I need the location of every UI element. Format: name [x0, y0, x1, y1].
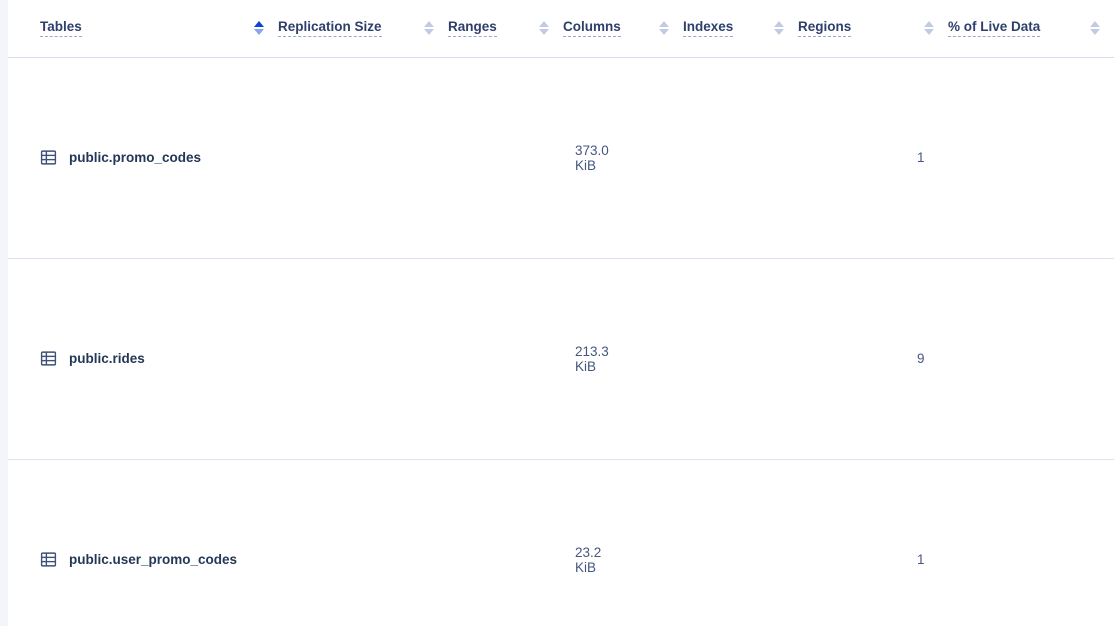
database-tables-table: Tables Replication Size [8, 0, 1114, 626]
caret-down-icon [424, 29, 434, 36]
caret-down-icon [254, 29, 264, 36]
column-header-tables[interactable]: Tables [8, 0, 278, 58]
sort-toggle-regions[interactable] [924, 21, 934, 36]
column-header-indexes-label[interactable]: Indexes [683, 19, 734, 38]
caret-down-icon [774, 29, 784, 36]
cell-live-data: 53.0 % 471.0 B live data / 888.0 B total [948, 459, 1114, 626]
column-header-columns-label[interactable]: Columns [563, 19, 621, 38]
table-name-link[interactable]: public.user_promo_codes [69, 552, 238, 568]
caret-up-icon [924, 21, 934, 28]
column-header-indexes[interactable]: Indexes [683, 0, 798, 58]
cell-table-name: public.promo_codes [8, 57, 278, 259]
column-header-replication-size-label[interactable]: Replication Size [278, 19, 382, 38]
header-row: Tables Replication Size [8, 0, 1114, 58]
caret-down-icon [1090, 29, 1100, 36]
column-header-ranges[interactable]: Ranges [448, 0, 563, 58]
cell-replication-size: 23.2 KiB [278, 459, 601, 626]
cell-ranges: 1 [448, 57, 925, 259]
tables-card: Tables Replication Size [8, 0, 1114, 626]
column-header-columns[interactable]: Columns [563, 0, 683, 58]
sort-toggle-ranges[interactable] [539, 21, 549, 36]
cell-table-name: public.user_promo_codes [8, 459, 278, 626]
column-header-regions-label[interactable]: Regions [798, 19, 852, 38]
sort-toggle-indexes[interactable] [774, 21, 784, 36]
column-header-ranges-label[interactable]: Ranges [448, 19, 497, 38]
column-header-regions[interactable]: Regions [798, 0, 948, 58]
table-name-link[interactable]: public.promo_codes [69, 150, 202, 166]
sort-toggle-live-data[interactable] [1090, 21, 1100, 36]
table-row[interactable]: public.user_promo_codes 23.2 KiB 1 5 1 u… [8, 459, 1114, 626]
caret-down-icon [924, 29, 934, 36]
caret-up-icon [1090, 21, 1100, 28]
cell-live-data: 99.8 % 228.5 KiB live data / 228.9 KiB t… [948, 57, 1114, 259]
cell-replication-size: 213.3 KiB [278, 258, 609, 460]
cell-regions: us-east1(n1,n2,n3) [798, 57, 948, 259]
column-header-live-data-label[interactable]: % of Live Data [948, 19, 1041, 38]
cell-regions: us-east1(n1,n2,n3) [798, 459, 948, 626]
table-icon [40, 552, 57, 568]
table-icon [40, 351, 57, 366]
table-body: public.promo_codes 373.0 KiB 1 5 1 us-ea… [8, 57, 1114, 626]
table-icon [40, 150, 57, 165]
sort-toggle-tables[interactable] [254, 21, 264, 36]
caret-up-icon [254, 21, 264, 28]
table-name-link[interactable]: public.rides [69, 351, 145, 367]
cell-replication-size: 373.0 KiB [278, 57, 609, 259]
cell-indexes: 1 [683, 57, 798, 259]
caret-up-icon [539, 21, 549, 28]
column-header-tables-label[interactable]: Tables [40, 19, 82, 38]
sort-toggle-columns[interactable] [659, 21, 669, 36]
caret-up-icon [659, 21, 669, 28]
table-row[interactable]: public.promo_codes 373.0 KiB 1 5 1 us-ea… [8, 57, 1114, 259]
caret-down-icon [539, 29, 549, 36]
cell-indexes: 3 [683, 258, 798, 460]
cell-columns: 5 [563, 459, 683, 626]
cell-table-name: public.rides [8, 258, 278, 460]
caret-up-icon [424, 21, 434, 28]
cell-indexes: 1 [683, 459, 798, 626]
cell-ranges: 1 [448, 459, 925, 626]
cell-columns: 5 [563, 57, 683, 259]
cell-live-data: 97.1 % 171.8 KiB live data / 177.0 KiB t… [948, 258, 1114, 460]
sort-toggle-replication-size[interactable] [424, 21, 434, 36]
column-header-live-data[interactable]: % of Live Data [948, 0, 1114, 58]
column-header-replication-size[interactable]: Replication Size [278, 0, 448, 58]
caret-up-icon [774, 21, 784, 28]
cell-ranges: 9 [448, 258, 925, 460]
cell-regions: us-east1(n1,n2,n3) [798, 258, 948, 460]
cell-columns: 10 [563, 258, 683, 460]
caret-down-icon [659, 29, 669, 36]
table-row[interactable]: public.rides 213.3 KiB 9 10 3 us-east1(n… [8, 258, 1114, 460]
table-header: Tables Replication Size [8, 0, 1114, 58]
